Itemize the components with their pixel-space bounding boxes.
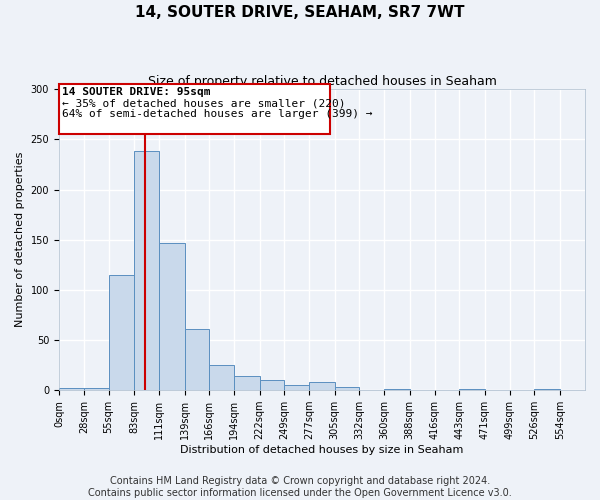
- Bar: [234, 376, 260, 390]
- Text: Contains HM Land Registry data © Crown copyright and database right 2024.
Contai: Contains HM Land Registry data © Crown c…: [88, 476, 512, 498]
- X-axis label: Distribution of detached houses by size in Seaham: Distribution of detached houses by size …: [180, 445, 464, 455]
- Bar: [335, 387, 359, 390]
- FancyBboxPatch shape: [59, 84, 330, 134]
- Bar: [109, 275, 134, 390]
- Bar: [209, 365, 234, 390]
- Bar: [260, 380, 284, 390]
- Text: 64% of semi-detached houses are larger (399) →: 64% of semi-detached houses are larger (…: [62, 109, 372, 119]
- Bar: [84, 388, 109, 390]
- Bar: [185, 329, 209, 390]
- Bar: [59, 388, 84, 390]
- Text: ← 35% of detached houses are smaller (220): ← 35% of detached houses are smaller (22…: [62, 98, 345, 108]
- Bar: [159, 242, 185, 390]
- Bar: [309, 382, 335, 390]
- Text: 14 SOUTER DRIVE: 95sqm: 14 SOUTER DRIVE: 95sqm: [62, 87, 210, 97]
- Bar: [385, 389, 410, 390]
- Y-axis label: Number of detached properties: Number of detached properties: [15, 152, 25, 328]
- Title: Size of property relative to detached houses in Seaham: Size of property relative to detached ho…: [148, 75, 496, 88]
- Bar: [460, 389, 485, 390]
- Text: 14, SOUTER DRIVE, SEAHAM, SR7 7WT: 14, SOUTER DRIVE, SEAHAM, SR7 7WT: [135, 5, 465, 20]
- Bar: [134, 152, 159, 390]
- Bar: [535, 389, 560, 390]
- Bar: [284, 385, 309, 390]
